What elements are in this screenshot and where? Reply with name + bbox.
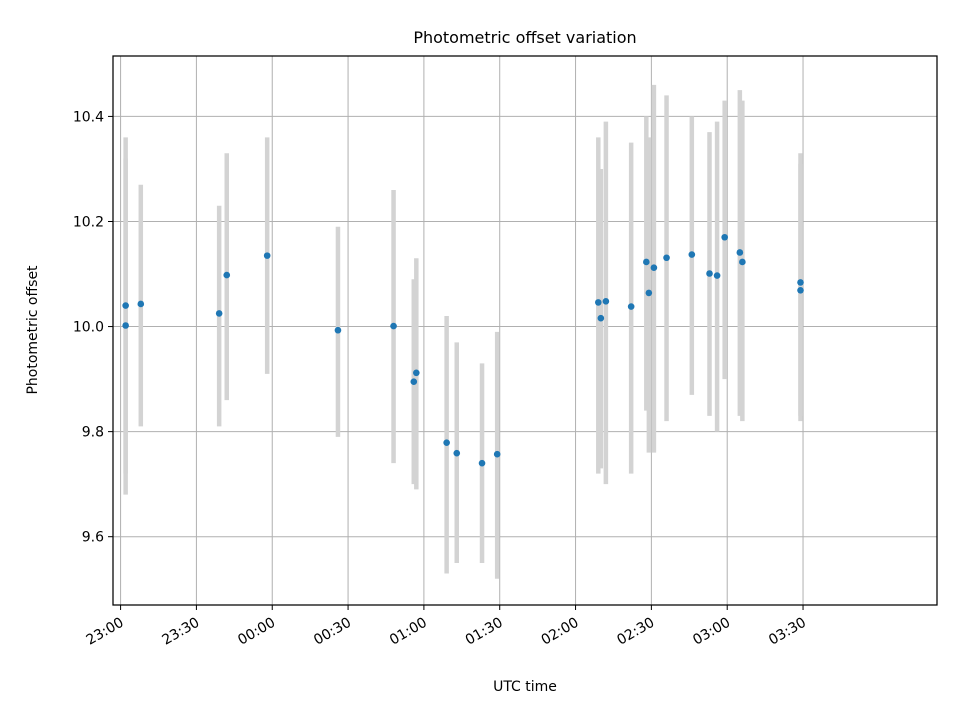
data-point <box>721 233 728 241</box>
data-point <box>595 299 602 306</box>
data-point <box>215 310 223 317</box>
data-point <box>443 439 450 446</box>
data-point <box>223 271 231 279</box>
data-point <box>736 249 744 256</box>
data-point <box>650 264 658 272</box>
data-point <box>453 449 461 457</box>
plot-frame <box>112 55 938 606</box>
y-tick-label: 10.0 <box>73 320 104 336</box>
data-point <box>797 279 804 286</box>
data-point <box>663 254 670 262</box>
data-point <box>597 314 605 322</box>
x-axis-label: UTC time <box>493 679 557 695</box>
data-point <box>390 322 397 330</box>
data-point <box>410 378 418 386</box>
y-ticks: 9.6 9.8 10.0 10.2 10.4 <box>73 109 113 546</box>
data-point <box>137 300 145 308</box>
data-point <box>797 287 804 294</box>
y-tick-label: 9.6 <box>82 530 104 546</box>
data-point <box>602 298 610 305</box>
data-point <box>713 272 721 279</box>
data-point <box>643 258 650 266</box>
data-point <box>334 326 342 334</box>
data-point <box>739 258 746 266</box>
data-point <box>122 302 129 309</box>
data-point <box>122 322 129 329</box>
y-axis-label: Photometric offset <box>25 265 41 395</box>
data-point <box>478 459 486 467</box>
data-point <box>688 251 696 258</box>
data-point <box>413 369 420 377</box>
y-tick-label: 10.2 <box>73 214 104 230</box>
data-point <box>493 450 501 458</box>
data-point <box>706 270 713 277</box>
data-point <box>263 252 271 259</box>
data-point <box>645 289 653 297</box>
data-points <box>122 233 804 467</box>
y-tick-label: 10.4 <box>73 109 104 125</box>
chart-title: Photometric offset variation <box>413 28 636 47</box>
data-point <box>627 303 635 310</box>
y-tick-label: 9.8 <box>82 425 104 441</box>
